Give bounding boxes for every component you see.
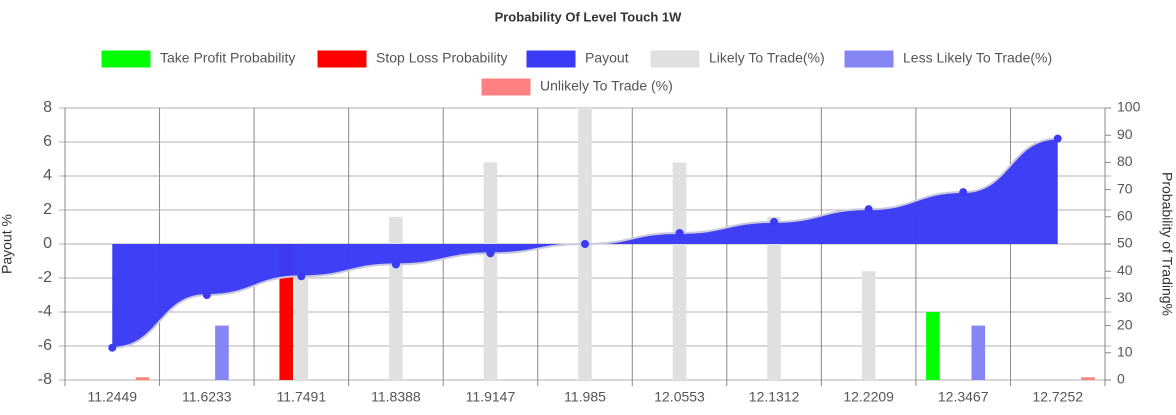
x-tick-label: 12.7252	[1032, 389, 1083, 405]
payout-point	[391, 260, 400, 269]
x-tick-label: 12.0553	[654, 389, 705, 405]
y2-tick-label: 10	[1117, 344, 1133, 360]
bar	[971, 325, 986, 380]
y-tick-label: 8	[43, 99, 52, 116]
bar	[294, 271, 309, 380]
payout-point	[202, 291, 211, 299]
y2-tick-label: 100	[1117, 99, 1141, 115]
legend-label: Stop Loss Probability	[376, 50, 508, 66]
y2-tick-label: 20	[1117, 316, 1133, 332]
x-tick-label: 12.2209	[843, 389, 894, 405]
x-tick-label: 12.3467	[938, 389, 989, 405]
legend-label: Less Likely To Trade(%)	[903, 50, 1052, 66]
bar	[135, 377, 150, 380]
legend-label: Likely To Trade(%)	[709, 50, 825, 66]
legend-label: Take Profit Probability	[160, 50, 295, 66]
payout-area	[112, 138, 1058, 348]
legend-swatch	[317, 50, 367, 68]
payout-point	[959, 188, 968, 197]
legend-swatch	[650, 50, 700, 68]
y2-tick-label: 60	[1117, 208, 1133, 224]
payout-point	[675, 228, 684, 237]
y-tick-label: 6	[43, 133, 52, 150]
bar	[215, 325, 229, 380]
y-tick-label: -8	[38, 371, 52, 388]
y2-tick-label: 0	[1117, 371, 1125, 387]
x-tick-label: 12.1312	[749, 389, 800, 405]
legend-swatch	[844, 50, 894, 68]
legend-label: Payout	[585, 50, 629, 66]
y2-tick-label: 50	[1117, 235, 1133, 251]
y2-tick-label: 80	[1117, 153, 1133, 169]
payout-point	[297, 272, 306, 281]
payout-point	[1053, 134, 1062, 143]
y-tick-label: -6	[38, 337, 52, 354]
y-tick-label: 0	[43, 235, 52, 252]
payout-point	[581, 240, 589, 248]
y-tick-label: 2	[43, 201, 52, 218]
bar	[1081, 377, 1095, 380]
payout-point	[864, 205, 873, 214]
y2-tick-label: 30	[1117, 289, 1133, 305]
x-tick-label: 11.8388	[371, 389, 421, 405]
y-axis-title: Payout %	[0, 214, 15, 274]
y2-tick-label: 40	[1117, 262, 1133, 278]
legend-swatch	[526, 50, 576, 68]
bar	[767, 216, 781, 380]
bar	[483, 162, 498, 380]
x-tick-label: 11.985	[564, 389, 606, 405]
y2-tick-label: 90	[1117, 126, 1133, 142]
y2-axis-title: Probability of Trading%	[1159, 172, 1175, 316]
legend-swatch	[481, 78, 531, 96]
x-tick-label: 11.6233	[182, 389, 232, 405]
legend-swatch	[101, 50, 151, 68]
y-tick-label: -2	[38, 269, 52, 286]
bar	[672, 162, 687, 380]
bar	[926, 312, 940, 380]
payout-point	[770, 217, 779, 226]
x-tick-label: 11.7491	[277, 389, 327, 405]
legend-label: Unlikely To Trade (%)	[540, 78, 673, 94]
x-tick-label: 11.9147	[466, 389, 516, 405]
chart-title: Probability Of Level Touch 1W	[495, 9, 683, 24]
bar	[389, 216, 403, 380]
payout-point	[486, 249, 495, 258]
y2-tick-label: 70	[1117, 180, 1133, 196]
payout-point	[108, 343, 117, 352]
y-tick-label: -4	[38, 303, 52, 320]
x-tick-label: 11.2449	[87, 389, 137, 405]
y-tick-label: 4	[43, 167, 52, 184]
bar	[861, 271, 876, 380]
